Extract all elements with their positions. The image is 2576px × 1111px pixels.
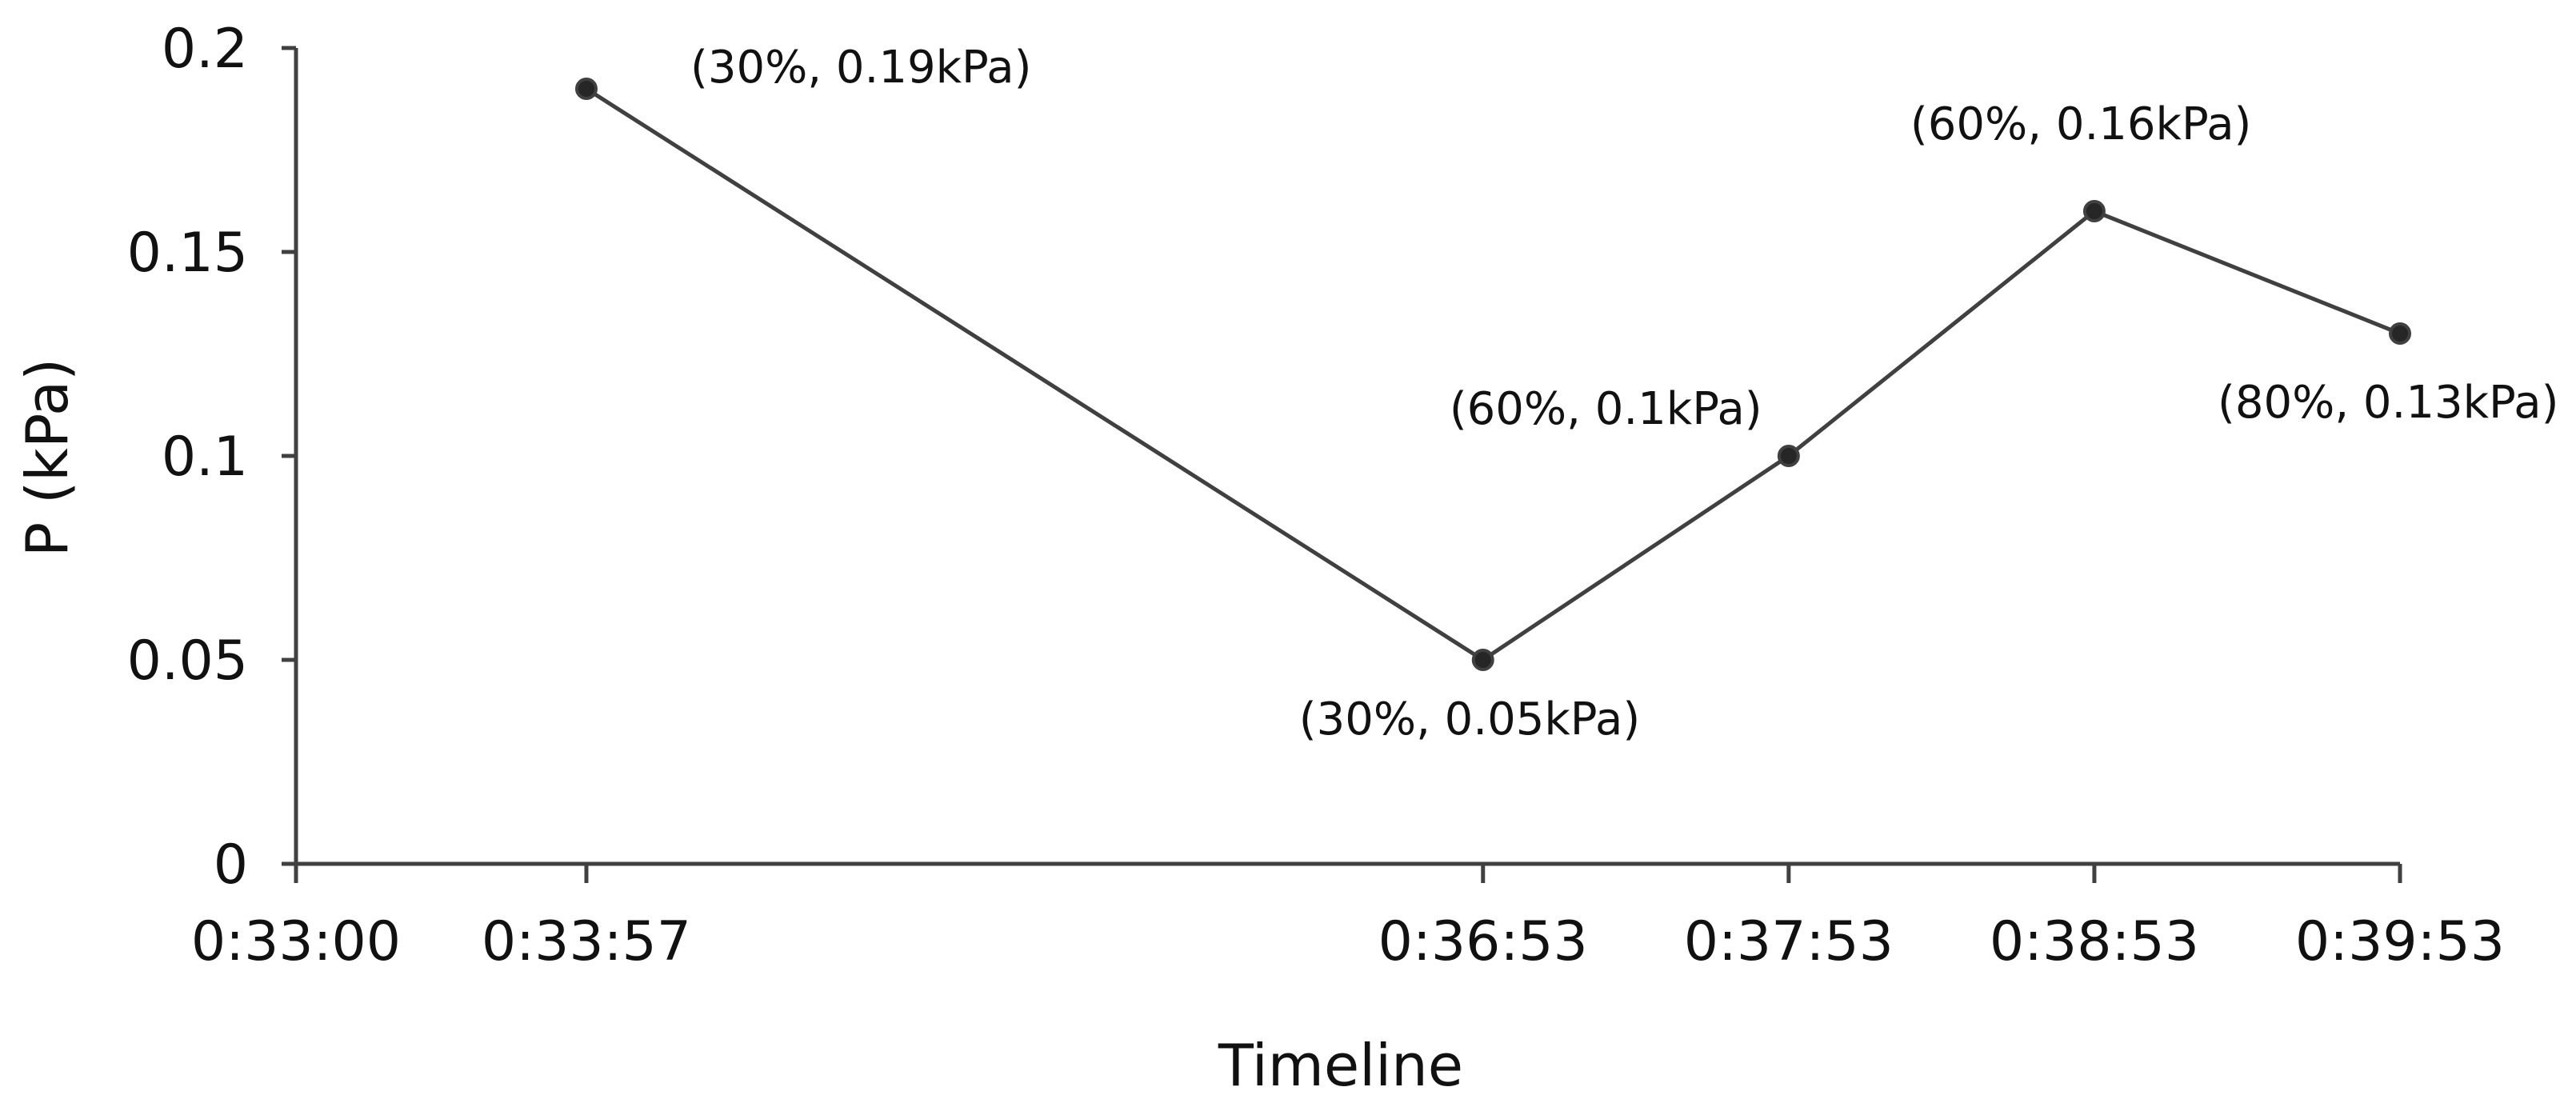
x-tick-label: 0:36:53 [1378,910,1588,973]
data-point [2389,322,2411,345]
data-label: (60%, 0.1kPa) [1450,383,1762,435]
x-tick-label: 0:33:57 [482,910,691,973]
x-tick-label: 0:38:53 [1990,910,2199,973]
data-point [1777,445,1800,467]
data-labels-layer: (30%, 0.19kPa) (30%, 0.05kPa) (60%, 0.1kPa… [690,42,2558,745]
series-line [584,86,2402,662]
y-tick-label: 0 [214,833,248,897]
data-label: (30%, 0.19kPa) [690,42,1031,94]
data-label: (60%, 0.16kPa) [1910,98,2251,150]
y-tick-label: 0.1 [162,426,248,489]
x-ticks-layer: 0:33:00 0:33:57 0:36:53 0:37:53 0:38:53 0:39:… [191,864,2505,973]
y-tick-label: 0.2 [162,18,248,81]
series-layer [584,86,2402,662]
markers-layer [574,78,2411,671]
x-tick-label: 0:37:53 [1684,910,1894,973]
y-axis-title: P (kPa) [14,358,81,557]
data-point [2082,200,2106,222]
x-tick-label: 0:33:00 [191,910,401,973]
data-point [574,78,598,100]
y-ticks-layer: 0 0.05 0.1 0.15 0.2 [127,18,296,897]
y-tick-label: 0.05 [127,629,248,693]
data-point [1471,649,1494,671]
data-label: (30%, 0.05kPa) [1299,693,1640,745]
y-tick-label: 0.15 [127,222,248,285]
data-label: (80%, 0.13kPa) [2218,377,2558,429]
x-axis-title: Timeline [1218,1032,1463,1099]
x-tick-label: 0:39:53 [2295,910,2505,973]
